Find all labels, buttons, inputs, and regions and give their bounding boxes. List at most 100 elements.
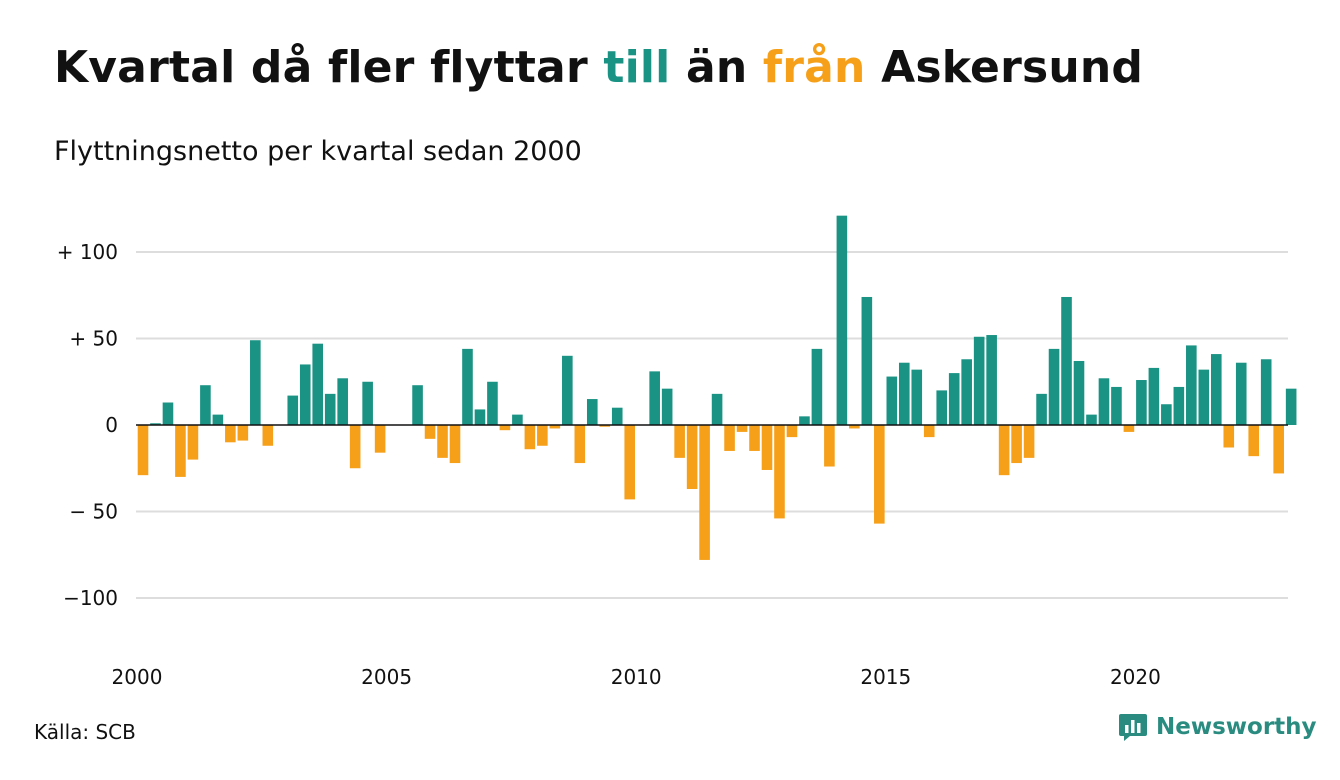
x-tick-label: 2015 bbox=[860, 665, 911, 689]
y-tick-label: −100 bbox=[63, 586, 118, 610]
bar bbox=[549, 425, 561, 429]
bar bbox=[761, 425, 773, 470]
title-part-1: Kvartal då fler flyttar bbox=[54, 42, 604, 93]
y-tick-label: + 50 bbox=[69, 327, 118, 351]
bar bbox=[973, 336, 985, 425]
bar bbox=[349, 425, 361, 469]
bar bbox=[898, 362, 910, 425]
bar bbox=[262, 425, 274, 446]
bar bbox=[998, 425, 1010, 476]
bar bbox=[499, 425, 511, 431]
bar bbox=[212, 414, 224, 425]
bar bbox=[312, 343, 324, 425]
bar bbox=[1223, 425, 1235, 448]
bar bbox=[1235, 362, 1247, 425]
bar bbox=[1136, 380, 1147, 425]
x-tick-label: 2010 bbox=[611, 665, 662, 689]
bar bbox=[948, 373, 960, 425]
y-tick-label: + 100 bbox=[57, 240, 118, 264]
title-word-in: till bbox=[603, 42, 671, 93]
bar bbox=[736, 425, 748, 432]
bar bbox=[1086, 414, 1097, 425]
bar bbox=[162, 402, 174, 425]
bar bbox=[824, 425, 835, 467]
bar-chart-speech-bubble-icon bbox=[1119, 714, 1147, 741]
bar bbox=[524, 425, 536, 450]
y-tick-label: − 50 bbox=[69, 500, 118, 524]
bar bbox=[624, 425, 636, 500]
bar bbox=[1248, 425, 1260, 457]
bar bbox=[374, 425, 386, 453]
bar bbox=[1098, 378, 1110, 425]
bar bbox=[187, 425, 199, 460]
source-label: Källa: SCB bbox=[34, 720, 136, 744]
bar bbox=[599, 425, 611, 427]
x-tick-label: 2000 bbox=[112, 665, 163, 689]
brand-name: Newsworthy bbox=[1156, 714, 1317, 740]
bar bbox=[1123, 425, 1135, 432]
bar bbox=[1023, 425, 1035, 458]
bar bbox=[861, 296, 873, 425]
bar bbox=[1061, 296, 1072, 425]
bar bbox=[1173, 386, 1185, 425]
bar bbox=[799, 416, 810, 425]
bar bbox=[1011, 425, 1022, 464]
bar bbox=[774, 425, 785, 519]
bar bbox=[362, 381, 373, 425]
bar bbox=[1260, 359, 1272, 425]
bar bbox=[487, 381, 498, 425]
x-tick-label: 2020 bbox=[1110, 665, 1161, 689]
bar bbox=[150, 423, 161, 425]
bar-chart: + 100 + 50 0 − 50 −100 2000 2005 2010 2015 2020 bbox=[57, 215, 1297, 689]
bar bbox=[1111, 386, 1122, 425]
bar bbox=[1273, 425, 1284, 474]
bar bbox=[287, 395, 299, 425]
bar bbox=[661, 388, 673, 425]
bar bbox=[1048, 348, 1060, 425]
bar bbox=[200, 385, 211, 425]
bar bbox=[836, 215, 848, 425]
title-part-2: än bbox=[670, 42, 763, 93]
bar bbox=[474, 409, 486, 425]
bar bbox=[699, 425, 710, 560]
axes: + 100 + 50 0 − 50 −100 2000 2005 2010 2015 2020 bbox=[57, 240, 1288, 689]
bar bbox=[911, 369, 923, 425]
bar bbox=[1073, 360, 1085, 425]
bar bbox=[137, 425, 149, 476]
bar bbox=[437, 425, 448, 458]
bar bbox=[586, 399, 598, 425]
bars bbox=[137, 215, 1297, 560]
bar bbox=[923, 425, 935, 438]
bar bbox=[1285, 388, 1297, 425]
bar bbox=[649, 371, 660, 425]
title-part-3: Askersund bbox=[865, 42, 1144, 93]
bar bbox=[986, 335, 997, 425]
title-word-out: från bbox=[762, 42, 866, 93]
bar bbox=[686, 425, 698, 490]
bar bbox=[1198, 369, 1210, 425]
bar bbox=[936, 390, 948, 425]
bar bbox=[1148, 367, 1160, 425]
bar bbox=[611, 407, 623, 425]
brand-logo: Newsworthy bbox=[1118, 712, 1317, 742]
grid-lines bbox=[136, 251, 1288, 599]
bar bbox=[412, 385, 423, 425]
bar bbox=[237, 425, 249, 441]
bar bbox=[537, 425, 548, 446]
bar bbox=[749, 425, 760, 451]
bar bbox=[449, 425, 461, 464]
bar bbox=[324, 393, 336, 425]
bar bbox=[786, 425, 798, 438]
bar bbox=[1186, 345, 1197, 425]
x-tick-label: 2005 bbox=[361, 665, 412, 689]
bar bbox=[874, 425, 885, 524]
bar bbox=[225, 425, 236, 443]
bar bbox=[849, 425, 860, 429]
chart-subtitle: Flyttningsnetto per kvartal sedan 2000 bbox=[54, 136, 582, 167]
chart-title: Kvartal då fler flyttar till än från Ask… bbox=[54, 42, 1143, 93]
bar bbox=[250, 340, 261, 425]
bar bbox=[299, 364, 311, 425]
bar bbox=[337, 378, 348, 425]
bar bbox=[175, 425, 186, 477]
bar bbox=[886, 376, 898, 425]
